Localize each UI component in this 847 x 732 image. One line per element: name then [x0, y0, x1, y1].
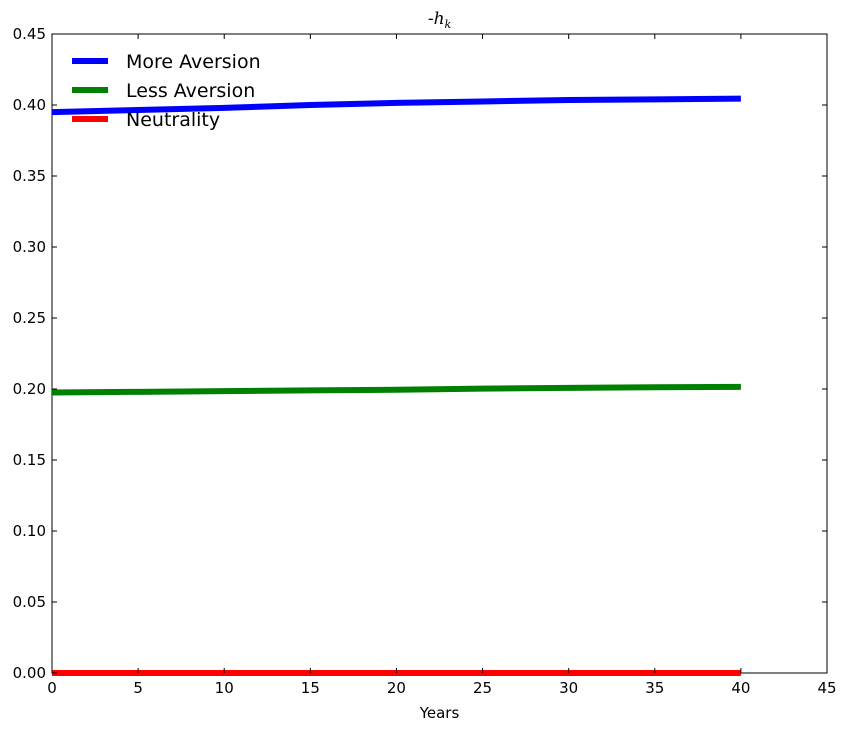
x-tick-label: 25 [473, 679, 492, 697]
chart-title-prefix: - [428, 9, 434, 29]
x-axis-label: Years [419, 704, 460, 722]
y-tick-label: 0.20 [13, 380, 46, 398]
series-line-more-aversion [51, 95, 741, 116]
y-tick-label: 0.40 [13, 96, 46, 114]
x-tick-label: 45 [817, 679, 836, 697]
chart-title-subscript: k [445, 18, 452, 31]
x-tick-label: 15 [301, 679, 320, 697]
x-tick-label: 5 [133, 679, 143, 697]
legend: More Aversion Less Aversion Neutrality [72, 51, 261, 131]
plot-area [51, 33, 828, 674]
x-tick-label: 40 [731, 679, 750, 697]
y-tick-label: 0.35 [13, 167, 46, 185]
y-tick-label: 0.25 [13, 309, 46, 327]
y-tick-label: 0.15 [13, 451, 46, 469]
x-tick-label: 10 [215, 679, 234, 697]
legend-label-neutrality: Neutrality [126, 109, 220, 131]
x-tick-label: 30 [559, 679, 578, 697]
series-line-less-aversion [51, 383, 741, 396]
y-tick-label: 0.45 [13, 25, 46, 43]
y-tick-label: 0.00 [13, 664, 46, 682]
legend-label-less-aversion: Less Aversion [126, 80, 255, 102]
legend-label-more-aversion: More Aversion [126, 51, 261, 73]
chart-title: -hk [428, 9, 452, 31]
x-tick-label: 0 [47, 679, 57, 697]
plot-border [51, 33, 828, 674]
y-tick-label: 0.10 [13, 522, 46, 540]
x-tick-label: 20 [387, 679, 406, 697]
tick-labels: 0 5 10 15 20 25 30 35 40 45 0.00 0.05 0.10 0.15 0.20 0.… [13, 25, 837, 697]
axis-ticks [51, 33, 828, 674]
y-tick-label: 0.30 [13, 238, 46, 256]
y-tick-label: 0.05 [13, 593, 46, 611]
x-tick-label: 35 [645, 679, 664, 697]
chart-title-base: h [434, 9, 445, 29]
